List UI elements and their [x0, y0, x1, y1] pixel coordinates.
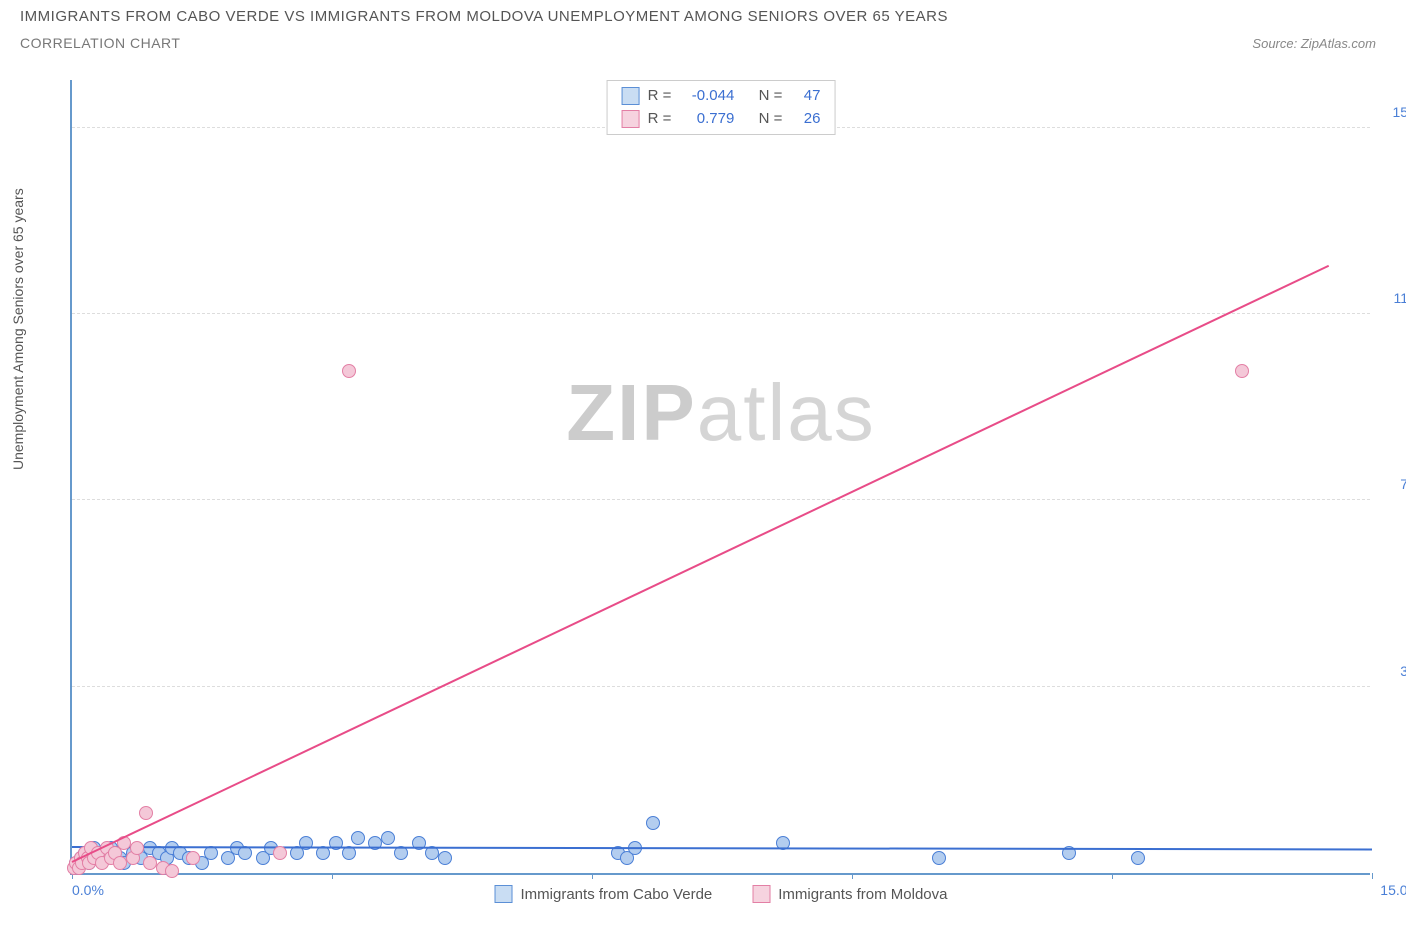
x-tick-mark [332, 873, 333, 879]
x-tick-mark [1112, 873, 1113, 879]
watermark: ZIPatlas [566, 367, 875, 459]
x-axis-max-label: 15.0% [1380, 882, 1406, 898]
correlation-legend: R = -0.044 N = 47 R = 0.779 N = 26 [607, 80, 836, 135]
data-point [186, 851, 200, 865]
trend-line [72, 265, 1330, 863]
n-label: N = [759, 108, 783, 131]
data-point [143, 856, 157, 870]
legend-row: R = 0.779 N = 26 [622, 108, 821, 131]
legend-label: Immigrants from Cabo Verde [521, 886, 713, 903]
y-tick-label: 37.5% [1380, 663, 1406, 679]
legend-label: Immigrants from Moldova [778, 886, 947, 903]
r-value: 0.779 [679, 108, 734, 131]
legend-swatch [622, 110, 640, 128]
data-point [381, 831, 395, 845]
r-value: -0.044 [679, 85, 734, 108]
legend-item: Immigrants from Cabo Verde [495, 885, 713, 903]
legend-row: R = -0.044 N = 47 [622, 85, 821, 108]
data-point [438, 851, 452, 865]
legend-item: Immigrants from Moldova [752, 885, 947, 903]
series-legend: Immigrants from Cabo Verde Immigrants fro… [495, 885, 948, 903]
x-axis-min-label: 0.0% [72, 882, 104, 898]
gridline [72, 313, 1370, 314]
y-tick-label: 150.0% [1380, 104, 1406, 120]
chart-subtitle: CORRELATION CHART [20, 35, 180, 51]
data-point [342, 364, 356, 378]
n-value: 47 [790, 85, 820, 108]
n-label: N = [759, 85, 783, 108]
plot-area: ZIPatlas R =-0.044 N =47R =0.779 N =26 I… [70, 80, 1370, 875]
data-point [139, 806, 153, 820]
data-point [273, 846, 287, 860]
data-point [351, 831, 365, 845]
data-point [646, 816, 660, 830]
chart-title: IMMIGRANTS FROM CABO VERDE VS IMMIGRANTS… [20, 8, 1386, 25]
y-axis-title: Unemployment Among Seniors over 65 years [10, 188, 26, 470]
x-tick-mark [1372, 873, 1373, 879]
x-tick-mark [852, 873, 853, 879]
data-point [932, 851, 946, 865]
y-tick-label: 112.5% [1380, 290, 1406, 306]
x-tick-mark [592, 873, 593, 879]
r-label: R = [648, 108, 672, 131]
data-point [113, 856, 127, 870]
legend-swatch [752, 885, 770, 903]
gridline [72, 686, 1370, 687]
data-point [1131, 851, 1145, 865]
data-point [1235, 364, 1249, 378]
legend-swatch [622, 87, 640, 105]
data-point [165, 864, 179, 878]
n-value: 26 [790, 108, 820, 131]
legend-swatch [495, 885, 513, 903]
y-tick-label: 75.0% [1380, 476, 1406, 492]
gridline [72, 499, 1370, 500]
r-label: R = [648, 85, 672, 108]
data-point [130, 841, 144, 855]
source-credit: Source: ZipAtlas.com [1252, 36, 1376, 51]
